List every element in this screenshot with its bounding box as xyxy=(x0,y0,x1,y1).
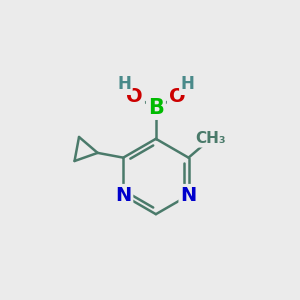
Text: N: N xyxy=(180,186,197,205)
Text: B: B xyxy=(148,98,164,118)
Text: O: O xyxy=(169,87,185,106)
Text: H: H xyxy=(117,75,131,93)
Text: H: H xyxy=(181,75,195,93)
Text: N: N xyxy=(115,186,131,205)
Text: O: O xyxy=(126,87,143,106)
Text: CH₃: CH₃ xyxy=(195,131,226,146)
